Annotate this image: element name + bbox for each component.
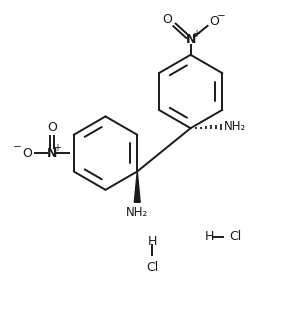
Text: H: H: [148, 235, 157, 248]
Text: O: O: [209, 15, 219, 28]
Polygon shape: [134, 171, 140, 202]
Text: O: O: [162, 13, 172, 26]
Text: N: N: [47, 147, 57, 160]
Text: N: N: [185, 33, 196, 46]
Text: +: +: [53, 143, 61, 153]
Text: Cl: Cl: [229, 230, 241, 243]
Text: O: O: [47, 121, 57, 134]
Text: NH₂: NH₂: [126, 206, 148, 219]
Text: NH₂: NH₂: [224, 120, 246, 133]
Text: −: −: [217, 11, 225, 21]
Text: +: +: [192, 29, 200, 39]
Text: −: −: [13, 142, 22, 152]
Text: O: O: [22, 147, 32, 160]
Text: Cl: Cl: [146, 261, 158, 274]
Text: H: H: [205, 230, 214, 243]
